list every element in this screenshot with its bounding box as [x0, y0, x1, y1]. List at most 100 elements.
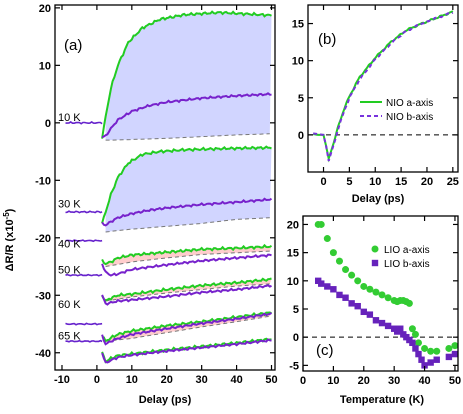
data-point — [408, 325, 416, 333]
x-tick-label-a: 30 — [196, 374, 208, 386]
data-point — [323, 235, 331, 243]
y-tick-label-a: -20 — [35, 233, 51, 245]
b-axis-trace — [101, 92, 272, 139]
data-point — [384, 294, 392, 302]
y-tick-label-c: 20 — [287, 219, 299, 231]
data-point — [335, 257, 343, 265]
x-tick-label-b: 10 — [369, 176, 381, 188]
x-tick-label-b: 0 — [320, 176, 326, 188]
panel-c-label: (c) — [316, 342, 334, 359]
baseline-trace — [65, 339, 103, 343]
data-point — [366, 285, 374, 293]
temperature-label: 30 K — [58, 198, 81, 210]
y-tick-label-a: -10 — [35, 175, 51, 187]
y-tick-label-c: -5 — [289, 360, 299, 372]
data-point — [317, 220, 325, 228]
y-tick-label-c: 5 — [293, 304, 299, 316]
panel-a-x-axis-label: Delay (ps) — [139, 394, 192, 406]
temperature-label: 40 K — [58, 239, 81, 251]
data-point — [354, 277, 362, 285]
y-tick-label-b: 5 — [298, 93, 304, 105]
a-axis-trace — [101, 243, 273, 266]
temperature-label: 50 K — [58, 264, 81, 276]
legend-label: NIO b-axis — [386, 112, 433, 123]
y-tick-label-c: 0 — [293, 332, 299, 344]
data-point — [427, 347, 435, 355]
x-tick-label-c: 40 — [418, 375, 430, 387]
legend-label: LIO b-axis — [384, 259, 430, 270]
b-axis-trace — [101, 197, 273, 227]
data-point — [451, 342, 459, 350]
b-axis-trace — [101, 253, 272, 277]
data-point — [330, 286, 337, 293]
data-point — [409, 339, 416, 347]
y-tick-label-b: 10 — [292, 56, 304, 68]
data-point — [405, 299, 413, 307]
y-tick-label-a: -30 — [35, 290, 51, 302]
data-point — [366, 311, 374, 318]
temperature-label: 65 K — [58, 331, 81, 343]
legend-label: LIO a-axis — [384, 245, 430, 256]
data-point — [418, 356, 425, 363]
temperature-label: 10 K — [58, 112, 81, 124]
data-point — [445, 353, 453, 361]
data-point — [433, 356, 440, 363]
x-tick-label-b: 20 — [421, 176, 433, 188]
panel-c-frame — [302, 215, 459, 372]
panel-a-chart: -10 0 10 20 30 40 50 -40 -30 -20 -10 0 10 20 (a) 10 K… — [2, 3, 278, 406]
data-point — [397, 325, 404, 332]
x-tick-label-a: 10 — [126, 374, 138, 386]
y-tick-label-c: 15 — [287, 248, 299, 260]
x-tick-label-c: 30 — [388, 375, 400, 387]
data-point — [384, 322, 392, 330]
data-point — [348, 300, 355, 307]
data-point — [372, 288, 380, 296]
legend-marker — [371, 259, 379, 267]
data-point — [342, 266, 350, 274]
data-point — [378, 291, 386, 299]
a-axis-trace — [101, 10, 272, 139]
b-axis-trace — [101, 338, 272, 364]
panel-a-label: (a) — [64, 37, 82, 54]
b-axis-trace — [101, 312, 273, 346]
shaded-region — [105, 12, 272, 141]
x-tick-label-a: 50 — [265, 374, 277, 386]
baseline-trace — [65, 273, 103, 277]
data-point — [421, 362, 428, 369]
data-point — [451, 350, 459, 358]
data-point — [433, 347, 441, 355]
y-tick-label-c: 10 — [287, 276, 299, 288]
data-point — [415, 350, 422, 358]
data-point — [412, 345, 419, 352]
data-point — [414, 339, 422, 347]
data-point — [336, 291, 343, 299]
legend-marker — [371, 245, 379, 253]
data-point — [427, 359, 434, 366]
x-tick-label-a: 0 — [94, 374, 100, 386]
x-tick-label-a: -10 — [54, 374, 70, 386]
x-tick-label-b: 25 — [447, 176, 459, 188]
panel-a-frame — [54, 4, 276, 371]
baseline-trace — [65, 210, 103, 214]
y-tick-label-a: -40 — [35, 348, 51, 360]
shaded-region — [105, 279, 272, 301]
data-point — [342, 294, 349, 301]
panel-b-frame — [307, 4, 459, 173]
data-point — [421, 344, 429, 352]
x-tick-label-c: 10 — [327, 375, 339, 387]
temperature-label: 60 K — [58, 299, 81, 311]
x-tick-label-c: 0 — [300, 375, 306, 387]
panel-c-x-axis-label: Temperature (K) — [340, 394, 424, 406]
a-axis-trace — [101, 277, 272, 302]
data-point — [318, 280, 325, 287]
series-line — [313, 11, 454, 162]
baseline-trace — [65, 239, 103, 243]
data-point — [372, 317, 380, 324]
legend-label: NIO a-axis — [386, 98, 433, 109]
panel-b-x-axis-label: Delay (ps) — [352, 193, 405, 205]
x-tick-label-a: 20 — [161, 374, 173, 386]
a-axis-trace — [101, 145, 272, 224]
x-tick-label-b: 15 — [395, 176, 407, 188]
